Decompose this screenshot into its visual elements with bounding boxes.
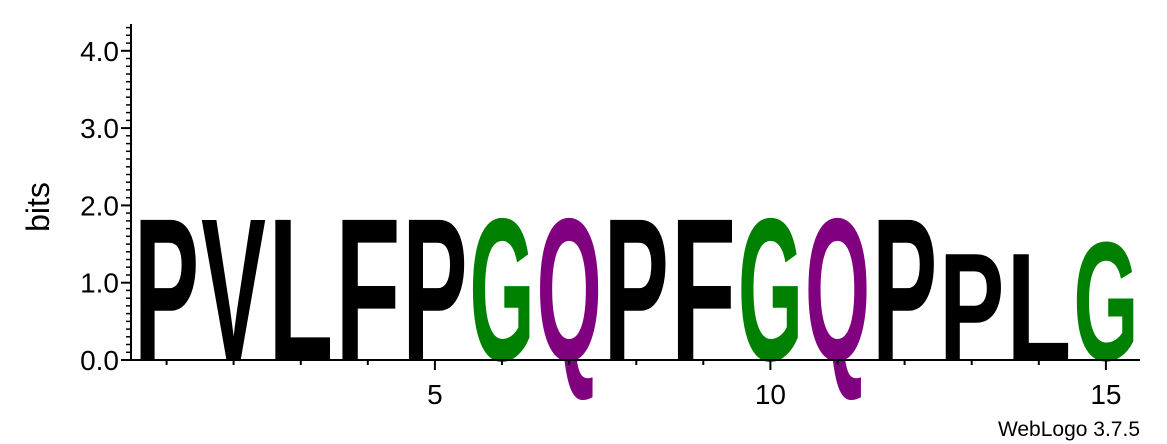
x-tick-label: 5 [427,379,443,410]
y-tick-label: 1.0 [80,268,119,299]
x-axis: 5 10 15 [131,359,1140,410]
logo-letter-v-pos2: V [201,176,266,403]
weblogo-credit: WebLogo 3.7.5 [998,418,1140,441]
logo-letter-p-pos12: P [872,175,937,403]
logo-letter-g-pos6: G [470,176,535,404]
x-tick-label: 10 [755,379,786,410]
logo-letter-l-pos14: L [1006,222,1071,394]
x-tick-label: 15 [1090,379,1121,410]
logo-letter-l-pos3: L [268,177,333,404]
logo-letter-p-pos13: P [939,221,1004,393]
y-axis-label: bits [20,182,56,232]
logo-letter-f-pos9: F [671,177,736,404]
logo-letter-f-pos4: F [335,177,400,404]
y-tick-label: 3.0 [80,113,119,144]
logo-letter-p-pos8: P [604,175,669,403]
logo-letter-q-pos11: Q [805,176,870,404]
y-axis: 0.0 1.0 2.0 3.0 4.0 [80,24,132,376]
y-tick-label: 4.0 [80,36,119,67]
logo-letter-p-pos1: P [134,175,199,403]
y-tick-label: 0.0 [80,345,119,376]
y-tick-label: 2.0 [80,190,119,221]
logo-letter-q-pos7: Q [537,176,602,404]
